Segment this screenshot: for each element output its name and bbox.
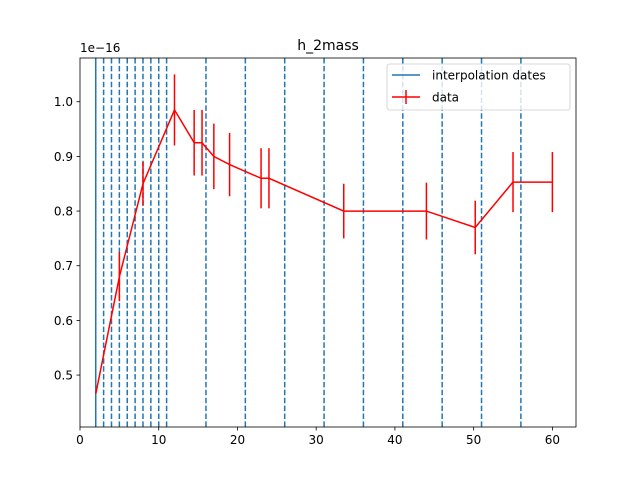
x-axis: 0 10 20 30 40 50 60 (76, 427, 560, 447)
x-tick-label-0: 0 (76, 433, 84, 447)
y-axis: 0.5 0.6 0.7 0.8 0.9 1.0 (54, 95, 80, 383)
x-tick-label-2: 20 (230, 433, 245, 447)
legend-box (386, 63, 571, 111)
legend: interpolation dates data (386, 63, 571, 111)
x-tick-label-4: 40 (387, 433, 402, 447)
legend-data-label: data (432, 91, 459, 105)
y-tick-label-1: 0.6 (54, 314, 73, 328)
x-tick-label-5: 50 (466, 433, 481, 447)
data-series-line (94, 108, 553, 395)
plot-frame (79, 57, 577, 428)
y-tick-label-3: 0.8 (54, 205, 73, 219)
x-tick-label-3: 30 (309, 433, 324, 447)
interpolation-date-lines (94, 58, 522, 427)
x-tick-label-1: 10 (151, 433, 166, 447)
y-tick-label-4: 0.9 (54, 150, 73, 164)
x-tick-label-6: 60 (545, 433, 560, 447)
y-scale-label: 1e−16 (80, 41, 120, 55)
y-tick-label-5: 1.0 (54, 95, 73, 109)
legend-interpolation-label: interpolation dates (432, 69, 546, 83)
y-tick-label-2: 0.7 (54, 259, 73, 273)
y-tick-label-0: 0.5 (54, 369, 73, 383)
chart-title: h_2mass (297, 38, 359, 54)
